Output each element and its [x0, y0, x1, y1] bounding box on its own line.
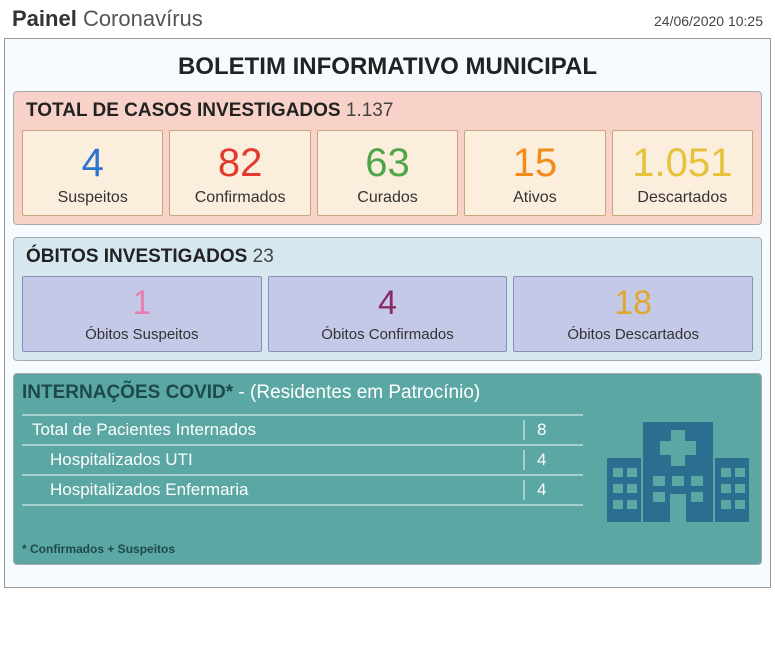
deaths-section: ÓBITOS INVESTIGADOS 23 1 Óbitos Suspeitos…	[13, 237, 762, 361]
hospital-row-value: 4	[523, 480, 583, 500]
hospital-row-label: Hospitalizados Enfermaria	[22, 480, 523, 500]
door	[670, 494, 686, 522]
hospital-row: Hospitalizados UTI4	[22, 444, 583, 474]
window	[653, 492, 665, 502]
cases-section: TOTAL DE CASOS INVESTIGADOS 1.137 4 Suspe…	[13, 91, 762, 225]
card-value: 82	[174, 141, 305, 185]
case-card: 15 Ativos	[464, 130, 605, 216]
case-card: 82 Confirmados	[169, 130, 310, 216]
hospital-icon	[603, 414, 753, 524]
main-panel: BOLETIM INFORMATIVO MUNICIPAL TOTAL DE C…	[4, 38, 771, 588]
hospital-subtitle: - (Residentes em Patrocínio)	[238, 382, 480, 403]
window	[721, 484, 731, 493]
window	[672, 476, 684, 486]
hospital-row: Total de Pacientes Internados8	[22, 414, 583, 444]
window	[691, 476, 703, 486]
page-header: Painel Coronavírus 24/06/2020 10:25	[0, 0, 775, 38]
hospital-row: Hospitalizados Enfermaria4	[22, 474, 583, 506]
card-value: 4	[273, 285, 503, 322]
hospital-section: INTERNAÇÕES COVID* - (Residentes em Patr…	[13, 373, 762, 565]
hospital-header: INTERNAÇÕES COVID* - (Residentes em Patr…	[22, 382, 753, 404]
card-value: 18	[518, 285, 748, 322]
window	[627, 484, 637, 493]
card-value: 63	[322, 141, 453, 185]
card-label: Óbitos Confirmados	[273, 326, 503, 343]
card-label: Suspeitos	[27, 189, 158, 207]
page-datetime: 24/06/2020 10:25	[654, 13, 763, 29]
window	[613, 500, 623, 509]
window	[721, 500, 731, 509]
case-card: 63 Curados	[317, 130, 458, 216]
hospital-content: Total de Pacientes Internados8Hospitaliz…	[22, 414, 753, 524]
card-value: 1.051	[617, 141, 748, 185]
window	[735, 468, 745, 477]
cases-header-count: 1.137	[346, 100, 394, 121]
deaths-header: ÓBITOS INVESTIGADOS 23	[22, 246, 753, 268]
hospital-row-value: 8	[523, 420, 583, 440]
case-card: 1.051 Descartados	[612, 130, 753, 216]
title-bold: Painel	[12, 6, 77, 31]
card-label: Ativos	[469, 189, 600, 207]
card-value: 15	[469, 141, 600, 185]
death-card: 1 Óbitos Suspeitos	[22, 276, 262, 352]
window	[691, 492, 703, 502]
window	[735, 500, 745, 509]
window	[721, 468, 731, 477]
window	[613, 468, 623, 477]
hospital-table: Total de Pacientes Internados8Hospitaliz…	[22, 414, 583, 506]
deaths-header-count: 23	[253, 246, 274, 267]
hospital-row-label: Hospitalizados UTI	[22, 450, 523, 470]
hospital-footnote: * Confirmados + Suspeitos	[22, 542, 753, 556]
window	[735, 484, 745, 493]
death-card: 4 Óbitos Confirmados	[268, 276, 508, 352]
cases-header: TOTAL DE CASOS INVESTIGADOS 1.137	[22, 100, 753, 122]
hospital-row-value: 4	[523, 450, 583, 470]
window	[627, 500, 637, 509]
card-value: 1	[27, 285, 257, 322]
hospital-title: INTERNAÇÕES COVID*	[22, 382, 233, 403]
deaths-header-label: ÓBITOS INVESTIGADOS	[26, 246, 247, 267]
cases-card-row: 4 Suspeitos 82 Confirmados 63 Curados 15 Ativos…	[22, 130, 753, 216]
case-card: 4 Suspeitos	[22, 130, 163, 216]
cases-header-label: TOTAL DE CASOS INVESTIGADOS	[26, 100, 341, 121]
death-card: 18 Óbitos Descartados	[513, 276, 753, 352]
hospital-row-label: Total de Pacientes Internados	[22, 420, 523, 440]
window	[613, 484, 623, 493]
card-label: Confirmados	[174, 189, 305, 207]
title-rest: Coronavírus	[83, 6, 203, 31]
window	[627, 468, 637, 477]
card-label: Curados	[322, 189, 453, 207]
bulletin-title: BOLETIM INFORMATIVO MUNICIPAL	[13, 47, 762, 91]
cross-h	[660, 441, 696, 455]
card-label: Descartados	[617, 189, 748, 207]
card-value: 4	[27, 141, 158, 185]
card-label: Óbitos Descartados	[518, 326, 748, 343]
window	[653, 476, 665, 486]
page-title: Painel Coronavírus	[12, 6, 203, 32]
card-label: Óbitos Suspeitos	[27, 326, 257, 343]
deaths-card-row: 1 Óbitos Suspeitos 4 Óbitos Confirmados 18 Ób…	[22, 276, 753, 352]
